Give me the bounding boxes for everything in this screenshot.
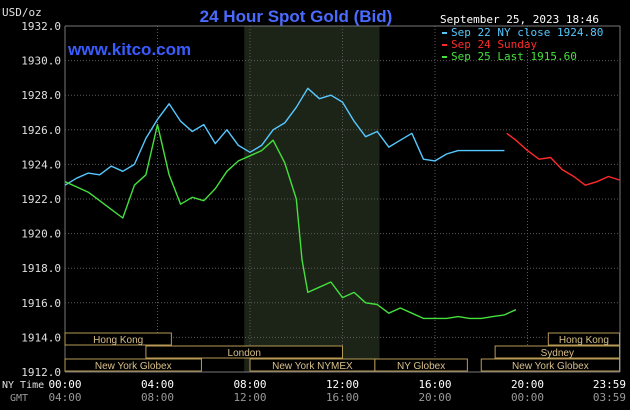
y-tick-label: 1914.0 — [21, 331, 61, 344]
x-tick-label-ny: 04:00 — [141, 378, 174, 391]
session-bar — [145, 345, 343, 359]
x-tick-label-ny: 00:00 — [48, 378, 81, 391]
session-bar — [547, 332, 621, 346]
x-tick-label-gmt: 16:00 — [326, 391, 359, 404]
x-tick-label-gmt: 08:00 — [141, 391, 174, 404]
y-tick-label: 1926.0 — [21, 124, 61, 137]
legend-swatch — [442, 44, 447, 46]
session-label: Hong Kong — [559, 335, 609, 346]
x-tick-label-ny: 12:00 — [326, 378, 359, 391]
y-axis-label: USD/oz — [2, 6, 42, 19]
session-label: Hong Kong — [93, 335, 143, 346]
legend-entry: Sep 22 NY close 1924.80 — [451, 26, 603, 39]
legend-swatch — [442, 56, 447, 58]
legend-entry: Sep 25 Last 1915.60 — [451, 50, 577, 63]
session-bar — [374, 358, 468, 372]
series-line-3 — [64, 123, 517, 320]
y-tick-label: 1920.0 — [21, 228, 61, 241]
y-tick-label: 1912.0 — [21, 366, 61, 379]
session-label: New York NYMEX — [272, 361, 353, 372]
session-label: NY Globex — [397, 361, 445, 372]
x-tick-label-gmt: 12:00 — [233, 391, 266, 404]
y-axis-ticks: 1912.0 1914.0 1916.0 1918.0 1920.0 1922.0 1924… — [21, 20, 61, 379]
y-tick-label: 1924.0 — [21, 158, 61, 171]
series-line-1 — [64, 87, 505, 186]
session-bar — [64, 358, 202, 372]
watermark: www.kitco.com — [67, 40, 191, 59]
session-label: Sydney — [541, 348, 574, 359]
chart-grid — [64, 25, 621, 373]
x-tick-label-ny: 20:00 — [511, 378, 544, 391]
x-axis-ticks: 00:0004:0004:0008:0008:0012:0012:0016:00… — [48, 378, 626, 404]
chart-title: 24 Hour Spot Gold (Bid) — [200, 7, 393, 26]
y-tick-label: 1932.0 — [21, 20, 61, 33]
market-sessions: Hong Kong Hong Kong London Sydney New York G… — [64, 332, 621, 372]
x-tick-label-ny: 08:00 — [233, 378, 266, 391]
y-tick-label: 1928.0 — [21, 89, 61, 102]
legend-entry: Sep 24 Sunday — [451, 38, 537, 51]
y-tick-label: 1918.0 — [21, 262, 61, 275]
session-bar — [494, 345, 621, 359]
x-tick-label-gmt: 20:00 — [418, 391, 451, 404]
x-tick-label-gmt: 03:59 — [593, 391, 626, 404]
x-tick-label-gmt: 00:00 — [511, 391, 544, 404]
session-label: London — [228, 348, 261, 359]
series-layer — [64, 87, 620, 320]
session-bar — [480, 358, 621, 372]
x-tick-label-ny: 23:59 — [593, 378, 626, 391]
x-tick-label-gmt: 04:00 — [48, 391, 81, 404]
y-tick-label: 1922.0 — [21, 193, 61, 206]
x-tick-label-ny: 16:00 — [418, 378, 451, 391]
legend-swatch — [442, 32, 447, 34]
series-line-2 — [506, 132, 620, 186]
y-tick-label: 1916.0 — [21, 297, 61, 310]
session-label: New York Globex — [95, 361, 172, 372]
x-axis-label-gmt: GMT — [10, 393, 28, 404]
session-bar — [64, 332, 172, 346]
timestamp: September 25, 2023 18:46 — [440, 13, 599, 26]
y-tick-label: 1930.0 — [21, 55, 61, 68]
x-axis-label-ny: NY Time — [2, 380, 44, 391]
session-label: New York Globex — [512, 361, 589, 372]
